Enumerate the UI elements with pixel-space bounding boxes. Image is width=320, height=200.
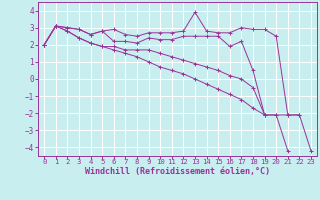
X-axis label: Windchill (Refroidissement éolien,°C): Windchill (Refroidissement éolien,°C) [85, 167, 270, 176]
